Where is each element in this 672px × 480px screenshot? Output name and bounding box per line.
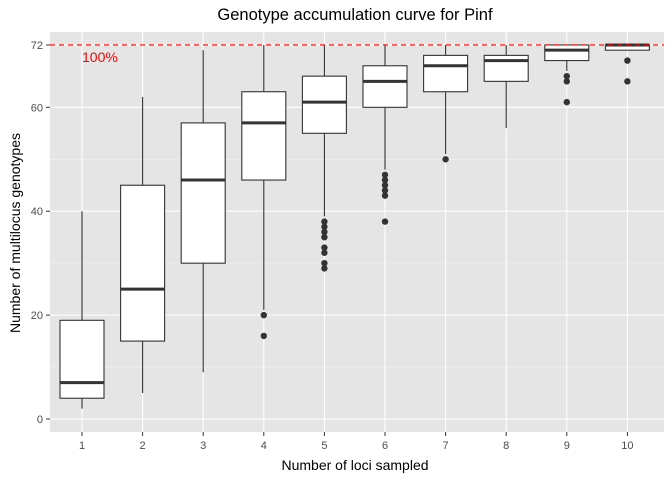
x-axis: 1 2 3 4 5 6 7 8 9 10 [79, 432, 634, 452]
y-tick-label: 40 [31, 206, 43, 218]
box [301, 75, 347, 134]
y-tick-label: 0 [37, 414, 43, 426]
x-tick-label: 9 [564, 440, 570, 452]
outlier-point [321, 233, 328, 241]
box [120, 184, 166, 342]
box [241, 91, 287, 181]
outlier-point [563, 98, 570, 106]
outlier-point [321, 218, 328, 225]
x-axis-title: Number of loci sampled [281, 457, 428, 473]
boxplot-6 [362, 44, 408, 225]
boxplot-8 [483, 44, 529, 129]
y-tick-label: 20 [31, 310, 43, 322]
x-tick-label: 3 [200, 440, 206, 452]
y-tick-label: 72 [31, 40, 43, 52]
x-tick-label: 6 [382, 440, 388, 452]
x-tick-label: 8 [503, 440, 509, 452]
x-tick-label: 2 [140, 440, 146, 452]
y-axis-title: Number of multilocus genotypes [7, 133, 23, 333]
outlier-point [321, 223, 328, 231]
outlier-point [563, 78, 570, 85]
x-tick-label: 1 [79, 440, 85, 452]
y-tick-label: 60 [31, 102, 43, 114]
outlier-point [321, 265, 328, 272]
boxplot-7 [423, 44, 469, 163]
outlier-point [624, 78, 631, 85]
box [59, 319, 105, 399]
box [180, 122, 226, 264]
outlier-point [563, 72, 570, 80]
outlier-point [321, 244, 328, 251]
boxplot-2 [120, 96, 166, 394]
y-axis: 0 20 40 60 72 [31, 40, 50, 426]
box [423, 54, 469, 93]
reference-line-label: 100% [82, 49, 118, 65]
boxplot-4 [241, 44, 287, 340]
outlier-point [321, 228, 328, 236]
box [362, 65, 408, 108]
reference-line-group: 100% [50, 44, 664, 65]
x-tick-label: 7 [443, 440, 449, 452]
chart-title: Genotype accumulation curve for Pinf [217, 6, 493, 24]
outlier-point [381, 182, 389, 189]
outlier-point [624, 57, 631, 64]
outlier-point [321, 249, 328, 256]
boxplot-9 [544, 44, 590, 106]
outlier-point [381, 171, 389, 179]
boxplot-5 [301, 44, 347, 272]
boxplot-3 [180, 50, 226, 373]
outlier-point [381, 218, 389, 225]
outlier-point [321, 259, 328, 267]
outlier-point [381, 176, 389, 184]
outlier-point [381, 187, 389, 194]
outlier-point [442, 156, 449, 163]
outlier-point [260, 311, 267, 319]
outlier-point [381, 192, 389, 199]
x-tick-label: 4 [261, 440, 267, 452]
outlier-point [260, 332, 267, 340]
x-tick-label: 5 [321, 440, 327, 452]
boxplot-1 [59, 211, 105, 409]
box [544, 44, 590, 62]
x-tick-label: 10 [621, 440, 633, 452]
